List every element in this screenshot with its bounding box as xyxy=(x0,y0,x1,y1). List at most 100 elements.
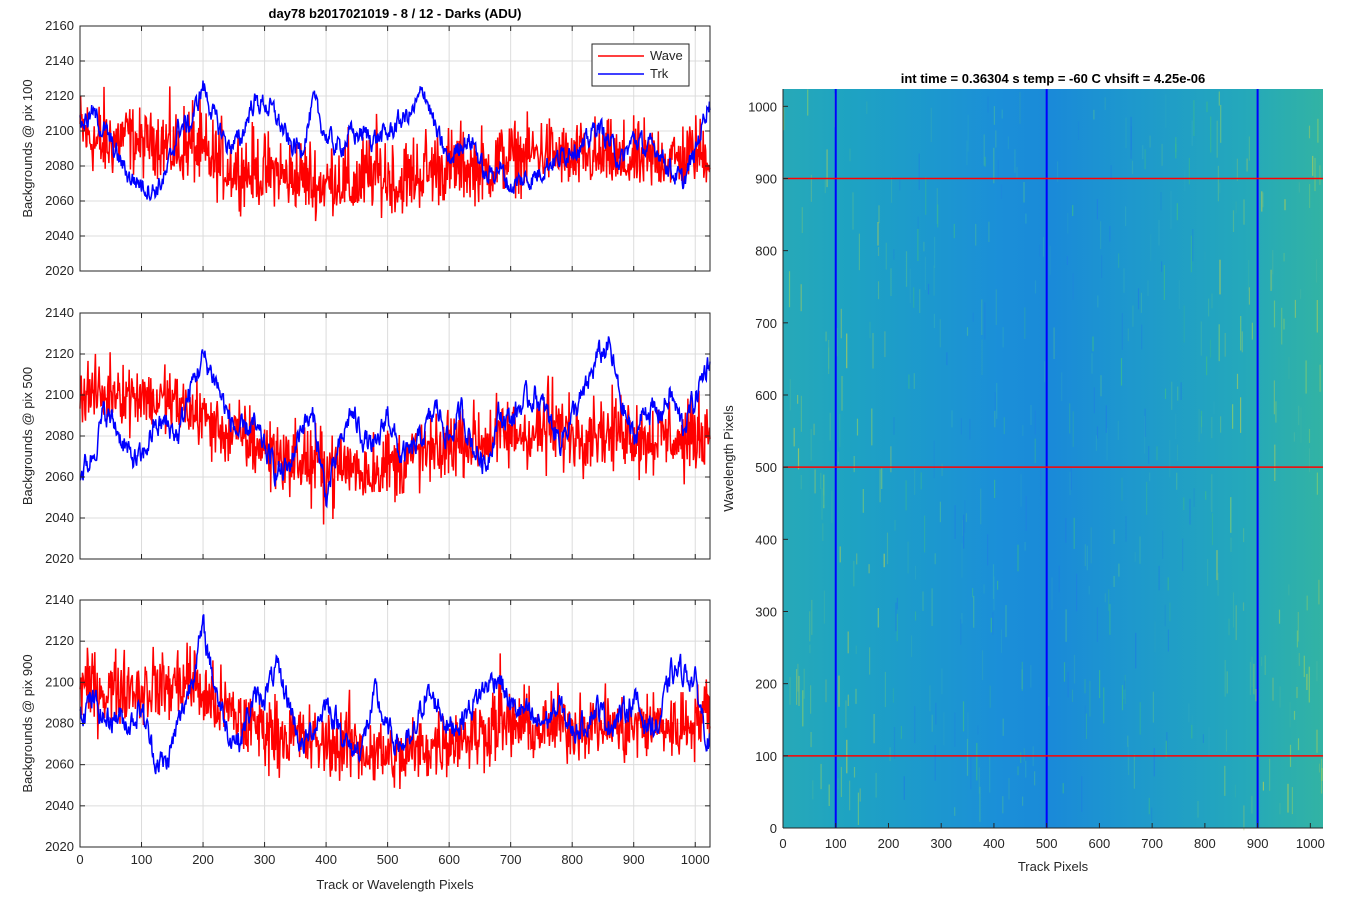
heatmap-streak xyxy=(972,588,974,598)
heatmap-streak xyxy=(1049,245,1051,275)
heatmap-streak xyxy=(1278,609,1281,624)
heatmap-streak xyxy=(1135,632,1137,669)
y-tick-label: 2120 xyxy=(45,633,74,648)
heatmap-streak xyxy=(1253,663,1255,695)
heatmap-streak xyxy=(1124,674,1126,705)
heatmap-streak xyxy=(1178,280,1180,309)
heatmap-streak xyxy=(1117,420,1119,440)
heatmap-streak xyxy=(884,671,886,708)
heatmap-streak xyxy=(966,738,969,776)
heatmap-streak xyxy=(1210,116,1212,153)
heatmap-streak xyxy=(852,192,854,230)
heatmap-streak xyxy=(933,313,935,328)
heatmap-streak xyxy=(840,308,842,339)
heatmap-streak xyxy=(976,742,978,781)
heatmap-streak xyxy=(914,611,917,621)
heatmap-streak xyxy=(1163,265,1165,300)
heatmap-streak xyxy=(1248,136,1250,161)
heatmap-streak xyxy=(909,268,911,304)
heatmap-streak xyxy=(1125,117,1127,149)
heatmap-streak xyxy=(954,505,956,539)
heatmap-streak xyxy=(856,418,859,436)
heatmap-streak xyxy=(1020,752,1022,763)
heatmap-streak xyxy=(1300,289,1302,299)
heatmap-streak xyxy=(809,611,811,642)
heatmap-streak xyxy=(1320,317,1322,336)
heatmap-streak xyxy=(997,159,999,180)
heatmap-streak xyxy=(1291,787,1293,815)
heatmap-streak xyxy=(1141,324,1143,350)
heatmap-streak xyxy=(1316,472,1318,495)
heatmap-streak xyxy=(1106,428,1108,461)
heatmap-streak xyxy=(1121,313,1123,350)
heatmap-streak xyxy=(1298,405,1300,426)
heatmap-streak xyxy=(1022,425,1024,436)
heatmap-streak xyxy=(981,299,983,335)
heatmap-streak xyxy=(914,565,917,580)
heatmap-streak xyxy=(997,580,999,590)
heatmap-streak xyxy=(1023,182,1025,203)
x-tick-label: 900 xyxy=(623,852,645,867)
heatmap-streak xyxy=(1184,170,1186,192)
heatmap-streak xyxy=(1061,372,1063,401)
heatmap-streak xyxy=(1243,199,1245,225)
heatmap-streak xyxy=(1023,748,1025,762)
heatmap-streak xyxy=(946,352,948,366)
top-panel: 2020 2040 2060 2080 2100 2120 2140 2160 Backgrou… xyxy=(20,6,711,278)
chart-title: day78 b2017021019 - 8 / 12 - Darks (ADU) xyxy=(269,6,522,21)
heatmap-streak xyxy=(847,694,849,706)
heatmap-streak xyxy=(913,287,915,308)
heatmap-streak xyxy=(847,631,849,654)
heatmap-streak xyxy=(1220,416,1222,433)
heatmap-streak xyxy=(803,668,805,699)
heatmap-streak xyxy=(1236,373,1239,389)
heatmap-streak xyxy=(1296,630,1298,648)
heatmap-streak xyxy=(1005,605,1007,638)
heatmap-streak xyxy=(1308,428,1311,443)
heatmap-streak xyxy=(797,448,800,470)
heatmap-streak xyxy=(836,327,838,357)
heatmap-streak xyxy=(1001,109,1003,119)
heatmap-streak xyxy=(972,312,974,322)
heatmap-streak xyxy=(1125,516,1127,542)
heatmap-streak xyxy=(862,489,864,513)
heatmap-streak xyxy=(1007,136,1009,150)
heatmap-streak xyxy=(1264,655,1266,675)
heatmap-streak xyxy=(1109,604,1111,635)
heatmap-streak xyxy=(969,418,971,440)
heatmap-streak xyxy=(1167,629,1169,652)
heatmap-streak xyxy=(1208,298,1210,317)
x-tick-label: 500 xyxy=(377,852,399,867)
heatmap-streak xyxy=(1272,677,1274,701)
heatmap-streak xyxy=(1183,497,1185,511)
heatmap-streak xyxy=(1069,471,1071,496)
heatmap-streak xyxy=(939,501,941,523)
y-tick-label: 0 xyxy=(770,821,777,836)
heatmap-streak xyxy=(993,106,995,125)
heatmap-streak xyxy=(839,413,841,448)
heatmap-streak xyxy=(1008,778,1010,800)
heatmap-streak xyxy=(1144,416,1146,454)
heatmap-streak xyxy=(810,174,812,202)
heatmap-streak xyxy=(934,745,936,781)
heatmap-streak xyxy=(941,463,943,476)
heatmap-streak xyxy=(981,650,984,681)
heatmap-streak xyxy=(1232,592,1235,628)
heatmap-streak xyxy=(1089,680,1091,717)
heatmap-streak xyxy=(1154,621,1156,653)
heatmap-streak xyxy=(989,755,991,793)
heatmap-streak xyxy=(1142,145,1144,160)
heatmap-streak xyxy=(953,223,955,239)
heatmap-streak xyxy=(849,148,851,162)
x-tick-label: 500 xyxy=(1036,836,1058,851)
heatmap-streak xyxy=(809,644,811,654)
heatmap-streak xyxy=(1189,498,1191,525)
heatmap-streak xyxy=(1110,165,1112,180)
heatmap-streak xyxy=(939,319,941,348)
legend-label-trk: Trk xyxy=(650,66,669,81)
heatmap-streak xyxy=(1002,796,1004,814)
heatmap-streak xyxy=(1297,611,1299,642)
heatmap-streak xyxy=(1072,411,1074,447)
heatmap-streak xyxy=(1161,143,1163,166)
heatmap-streak xyxy=(1319,364,1321,392)
